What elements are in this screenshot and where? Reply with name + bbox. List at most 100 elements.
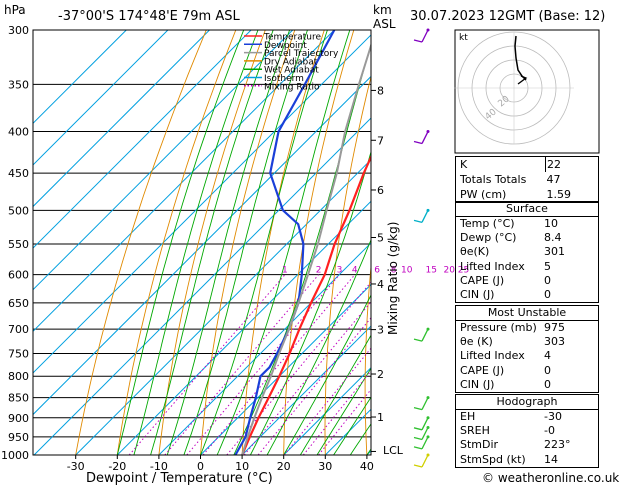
temp-tick-label: 10 xyxy=(235,460,249,473)
pressure-tick-label: 800 xyxy=(8,370,29,383)
dry-adiabat xyxy=(241,30,325,455)
wind-barb xyxy=(421,436,429,450)
pressure-tick-label: 700 xyxy=(8,323,29,336)
isotherm-line xyxy=(33,30,252,249)
wind-barb xyxy=(421,454,429,468)
wet-adiabat xyxy=(133,30,259,455)
height-tick-label: 6 xyxy=(377,184,384,197)
wet-adiabat xyxy=(183,30,308,455)
height-tick-label: 8 xyxy=(377,84,384,97)
mixing-ratio-label: 20 xyxy=(444,266,456,276)
hodograph-stats-title: Hodograph xyxy=(456,395,598,410)
height-tick-label: 7 xyxy=(377,134,384,147)
legend-entry: Dry Adiabat xyxy=(264,57,318,67)
most-unstable-row: Pressure (mb) 975 xyxy=(460,321,565,334)
datetime-label: 30.07.2023 12GMT (Base: 12) xyxy=(410,9,605,24)
wind-barb-dot xyxy=(426,416,430,420)
location-label: -37°00'S 174°48'E 79m ASL xyxy=(58,9,240,24)
isotherm-line xyxy=(33,30,294,291)
wind-barb-flag xyxy=(413,464,423,468)
isotherm-line xyxy=(33,30,127,125)
temp-tick-label: 30 xyxy=(318,460,332,473)
wet-adiabat xyxy=(166,30,291,455)
pressure-tick-label: 450 xyxy=(8,167,29,180)
mixing-ratio-label: 2 xyxy=(316,266,322,276)
wind-barb xyxy=(421,427,429,440)
isotherm-line xyxy=(33,117,371,455)
most-unstable-row: Lifted Index 4 xyxy=(460,349,551,363)
temp-tick-label: -10 xyxy=(150,460,168,473)
dry-adiabat xyxy=(116,30,237,455)
wet-adiabat xyxy=(316,367,371,455)
pressure-tick-label: 350 xyxy=(8,78,29,91)
isotherm-line xyxy=(33,30,210,208)
mixing-ratio-axis-title: Mixing Ratio (g/kg) xyxy=(386,222,400,335)
legend-entry: Wet Adiabat xyxy=(264,66,319,76)
mixing-ratio-line xyxy=(283,347,371,455)
hodograph-row: EH -30 xyxy=(460,410,562,423)
isotherm-line xyxy=(33,30,335,333)
wind-barb xyxy=(421,131,429,144)
copyright: © weatheronline.co.uk xyxy=(482,471,619,485)
index-row: Totals Totals 47 xyxy=(455,172,599,187)
isotherm-line xyxy=(33,30,169,166)
isotherm-line xyxy=(283,366,371,455)
pressure-tick-label: 500 xyxy=(8,204,29,217)
wet-adiabat xyxy=(150,30,274,455)
dry-adiabat xyxy=(283,30,355,455)
hodograph: kt 40 20 xyxy=(454,29,600,154)
temp-tick-label: -30 xyxy=(67,460,85,473)
height-ref: ASL xyxy=(373,17,396,31)
pressure-tick-label: 400 xyxy=(8,126,29,139)
wet-adiabat xyxy=(116,30,245,455)
wind-barb-dot xyxy=(426,425,430,429)
isotherm-line xyxy=(158,242,371,455)
mixing-ratio-label: 3 xyxy=(337,266,343,276)
surface-row: Dewp (°C) 8.4 xyxy=(460,231,562,245)
mixing-ratio-label: 1 xyxy=(282,266,288,276)
wind-barb-dot xyxy=(426,130,430,134)
wind-barb xyxy=(421,29,429,43)
pressure-tick-label: 900 xyxy=(8,412,29,425)
surface-row: CAPE (J) 0 xyxy=(460,273,551,287)
height-tick-label: 1 xyxy=(377,411,384,424)
height-tick-label: 4 xyxy=(377,278,384,291)
most-unstable-title: Most Unstable xyxy=(456,306,598,321)
wind-barb xyxy=(421,417,429,431)
pressure-tick-label: 950 xyxy=(8,431,29,444)
wind-barb-flag xyxy=(413,39,423,43)
index-row: K 22 xyxy=(455,156,599,172)
pressure-tick-label: 850 xyxy=(8,392,29,405)
hodograph-row: SREH -0 xyxy=(460,424,555,438)
wind-barb xyxy=(421,397,429,410)
temp-tick-label: 40 xyxy=(360,460,374,473)
dry-adiabat xyxy=(158,30,266,455)
storm-motion-arrow xyxy=(517,75,528,85)
hodograph-stats-panel: Hodograph EH -30 SREH -0 StmDir 223° StmSpd… xyxy=(455,394,599,468)
plot-frame xyxy=(32,29,372,456)
series-temperature xyxy=(241,154,371,455)
most-unstable-row: CIN (J) 0 xyxy=(460,377,551,391)
temp-tick-label: 20 xyxy=(277,460,291,473)
index-row: PW (cm) 1.59 xyxy=(455,187,599,203)
hodograph-row: StmDir 223° xyxy=(460,438,571,452)
mixing-ratio-label: 25 xyxy=(458,266,469,276)
series-parcel-trajectory xyxy=(241,42,371,455)
legend-entry: Mixing Ratio xyxy=(264,82,320,92)
pressure-tick-label: 750 xyxy=(8,347,29,360)
height-tick-label: 5 xyxy=(377,231,384,244)
surface-row: Temp (°C) 10 xyxy=(460,217,558,230)
pressure-tick-label: 550 xyxy=(8,238,29,251)
height-tick-label: 2 xyxy=(377,368,384,381)
hodograph-row: StmSpd (kt) 14 xyxy=(460,452,558,466)
wet-adiabat xyxy=(283,294,371,455)
hodograph-unit: kt xyxy=(459,33,468,43)
pressure-tick-label: 300 xyxy=(8,24,29,37)
surface-row: θe(K) 301 xyxy=(460,245,565,259)
mixing-ratio-line xyxy=(302,370,371,455)
wind-barb-flag xyxy=(413,436,423,441)
mixing-ratio-label: 15 xyxy=(426,266,437,276)
wind-barb-flag xyxy=(413,219,423,223)
pressure-tick-label: 650 xyxy=(8,297,29,310)
wind-barb-dot xyxy=(426,28,430,32)
